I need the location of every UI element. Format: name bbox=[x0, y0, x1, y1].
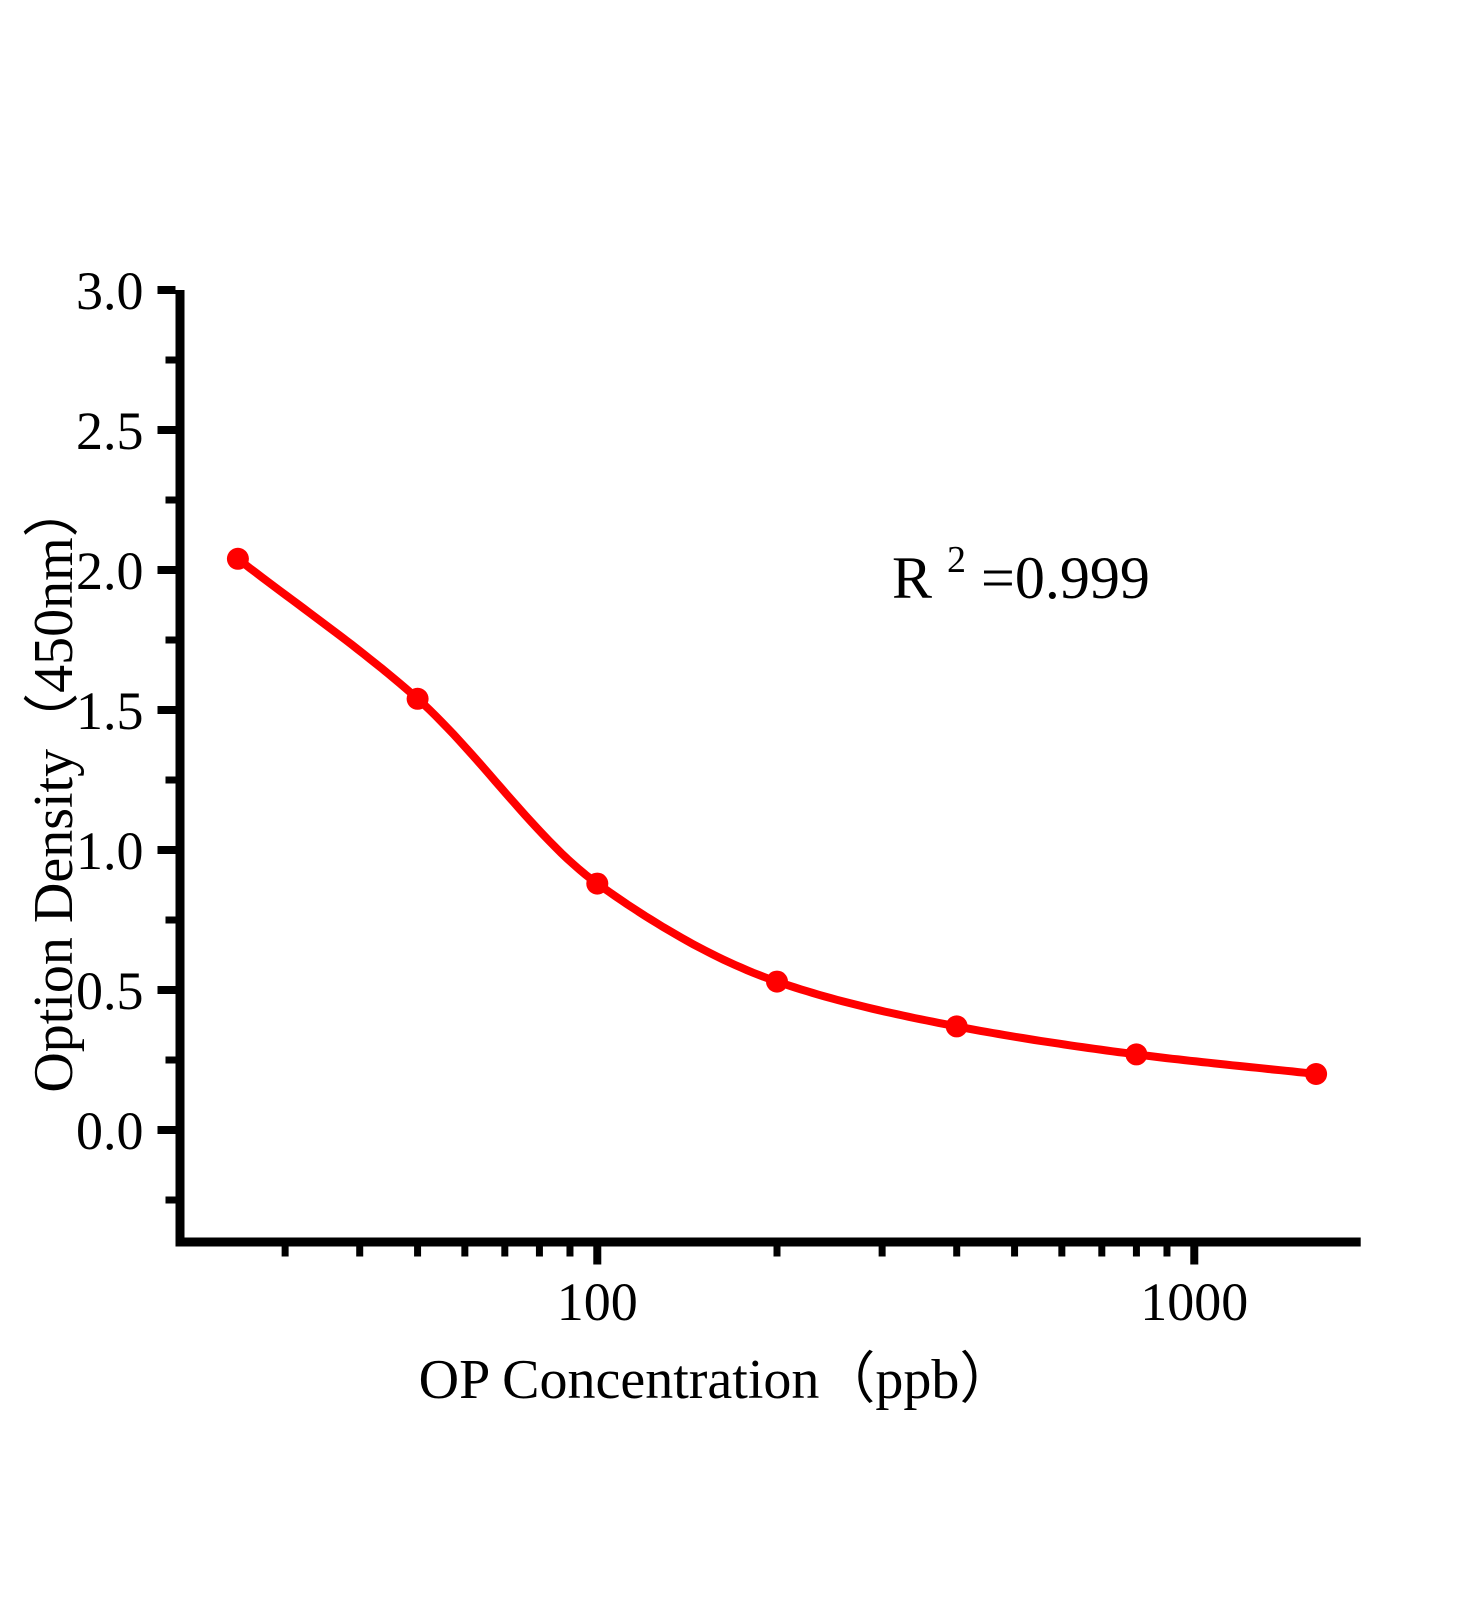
x-axis-title: OP Concentration（ppb） bbox=[419, 1349, 1016, 1411]
axis-ticks bbox=[157, 286, 1199, 1265]
x-tick-label: 1000 bbox=[1140, 1272, 1248, 1332]
data-point bbox=[1305, 1063, 1328, 1085]
data-point bbox=[406, 687, 429, 710]
data-point bbox=[1125, 1043, 1148, 1066]
annotation-base: R bbox=[892, 545, 932, 611]
data-point bbox=[766, 970, 788, 993]
data-points bbox=[226, 547, 1328, 1085]
y-tick-label: 1.5 bbox=[76, 681, 144, 741]
axes bbox=[175, 290, 1361, 1247]
y-tick-label: 2.5 bbox=[76, 401, 144, 461]
annotation-superscript: 2 bbox=[947, 539, 966, 581]
y-tick-label: 0.5 bbox=[76, 961, 144, 1021]
r-squared-annotation: R 2 =0.999 bbox=[892, 519, 1150, 611]
tick-labels: 0.0 0.5 1.0 1.5 2.0 2.5 3.0 100 1000 bbox=[76, 261, 1248, 1332]
fit-curve-line bbox=[233, 554, 1321, 1078]
data-point bbox=[586, 872, 609, 895]
data-point bbox=[226, 547, 249, 570]
axis-spines bbox=[175, 290, 1361, 1247]
y-tick-label: 2.0 bbox=[76, 541, 144, 601]
x-tick-label: 100 bbox=[557, 1272, 638, 1332]
y-tick-label: 1.0 bbox=[76, 821, 144, 881]
y-axis-title: Option Density（450nm） bbox=[23, 481, 85, 1092]
data-point bbox=[945, 1015, 968, 1038]
y-tick-label: 3.0 bbox=[76, 261, 144, 321]
annotation-rest: =0.999 bbox=[981, 545, 1150, 611]
y-tick-label: 0.0 bbox=[76, 1101, 144, 1161]
